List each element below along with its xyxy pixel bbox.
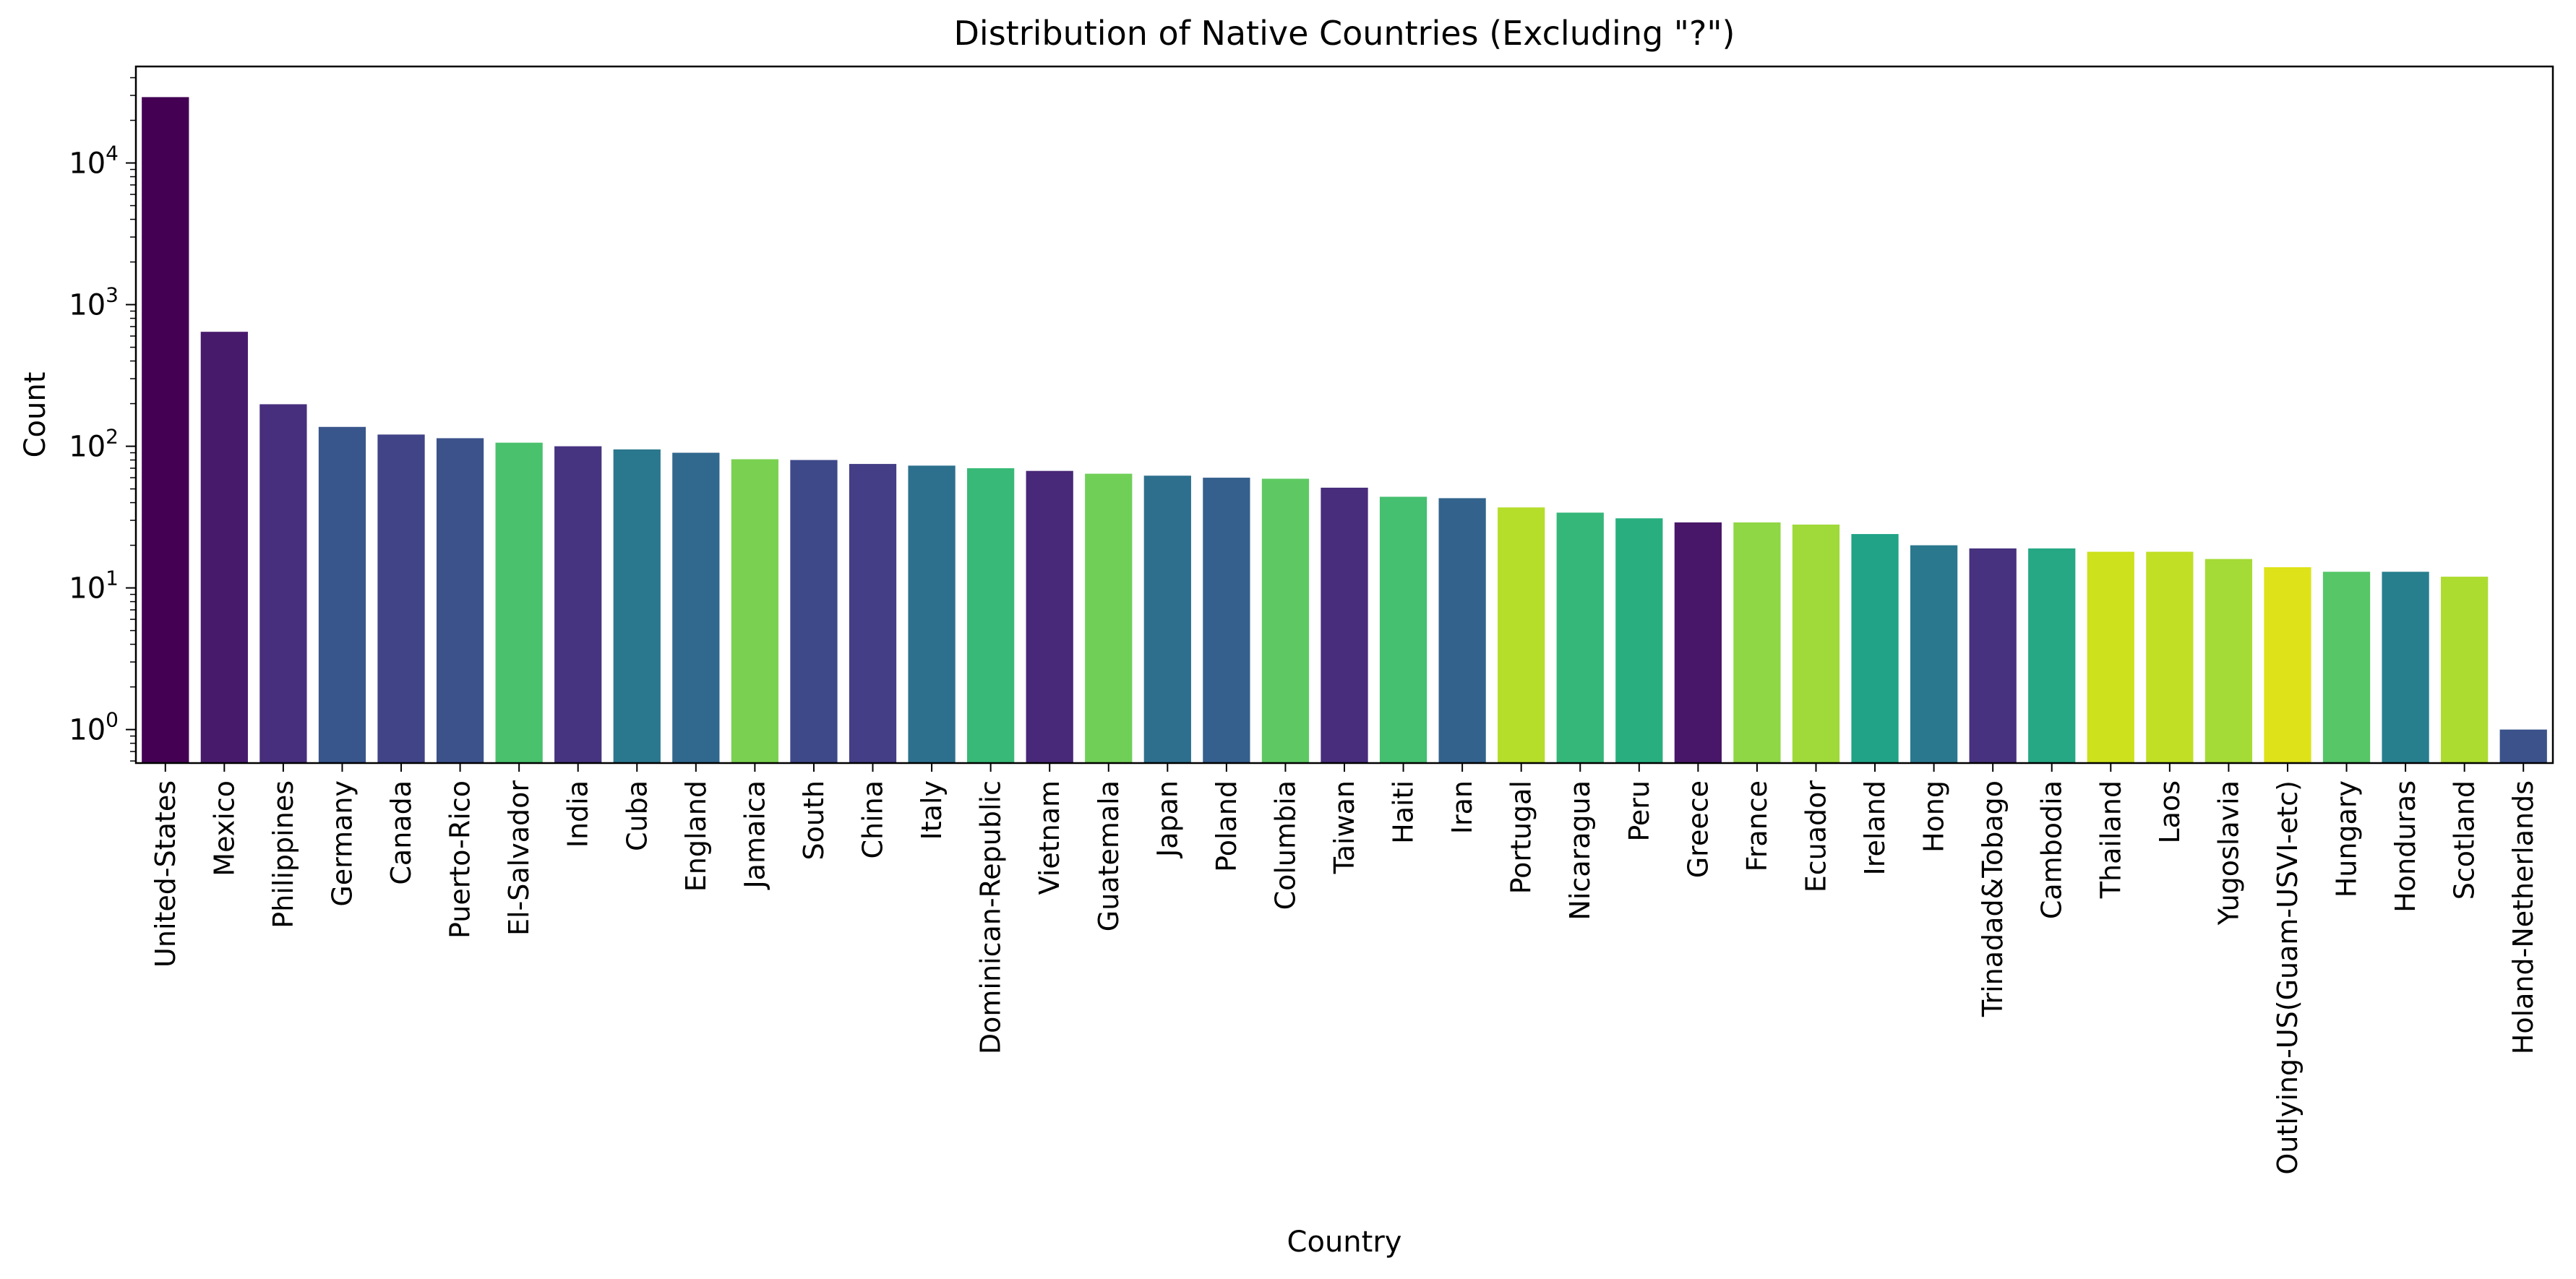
x-tick-label: Italy <box>916 780 948 840</box>
bar-nicaragua <box>1556 512 1604 763</box>
y-axis-label: Count <box>19 372 52 458</box>
x-tick-label: Portugal <box>1506 780 1537 894</box>
y-tick-label: 102 <box>69 425 119 464</box>
x-axis-label: Country <box>1287 1226 1402 1259</box>
x-tick-label: Puerto-Rico <box>445 780 476 939</box>
bar-columbia <box>1261 478 1310 763</box>
bar-el-salvador <box>495 442 543 763</box>
bar-ireland <box>1851 534 1899 763</box>
x-tick-label: Taiwan <box>1328 780 1360 874</box>
x-tick-label: England <box>680 780 712 892</box>
bar-yugoslavia <box>2204 559 2253 763</box>
bar-trinadad-tobago <box>1969 548 2017 763</box>
bar-china <box>849 464 897 763</box>
x-tick-label: Hong <box>1918 780 1950 853</box>
bar-mexico <box>200 332 248 763</box>
bar-laos <box>2146 551 2194 763</box>
y-tick-label: 104 <box>69 142 119 181</box>
x-tick-label: Iran <box>1446 780 1478 834</box>
x-tick-label: Yugoslavia <box>2212 780 2244 926</box>
bar-iran <box>1438 498 1486 763</box>
bar-haiti <box>1379 496 1427 763</box>
bar-jamaica <box>731 459 779 763</box>
bar-england <box>672 452 720 763</box>
x-tick-label: Peru <box>1623 780 1655 842</box>
x-tick-label: Honduras <box>2390 780 2421 913</box>
x-tick-label: Nicaragua <box>1564 780 1596 921</box>
x-tick-label: Ireland <box>1859 780 1891 875</box>
bar-italy <box>908 465 956 763</box>
x-tick-label: Cuba <box>621 780 653 851</box>
bar-holand-netherlands <box>2499 729 2547 763</box>
x-tick-label: South <box>798 780 830 860</box>
bar-hong <box>1910 545 1958 763</box>
bar-vietnam <box>1026 470 1073 763</box>
x-tick-label: India <box>562 780 594 848</box>
x-tick-label: Guatemala <box>1093 780 1125 931</box>
x-axis: United-States Mexico Philippines Germany Can… <box>150 763 2539 1175</box>
x-tick-label: Ecuador <box>1800 780 1832 893</box>
bar-south <box>790 460 838 763</box>
bar-ecuador <box>1792 524 1840 763</box>
y-axis: 100 101 102 103 104 <box>69 77 136 762</box>
x-tick-label: Holand-Netherlands <box>2507 780 2539 1054</box>
bar-poland <box>1203 478 1250 763</box>
bar-dominican-republic <box>967 468 1015 763</box>
bar-cuba <box>613 449 661 763</box>
x-tick-label: Trinadad&Tobago <box>1977 780 2009 1017</box>
y-tick-label: 103 <box>69 283 119 322</box>
bar-series <box>142 97 2547 763</box>
x-tick-label: Cambodia <box>2036 780 2068 919</box>
x-tick-label: Germany <box>326 780 358 907</box>
x-tick-label: Philippines <box>267 780 299 929</box>
bar-india <box>554 446 602 763</box>
bar-outlying-us-guam-usvi-etc- <box>2264 567 2311 763</box>
bar-greece <box>1674 522 1722 763</box>
bar-thailand <box>2087 551 2134 763</box>
plot-frame <box>134 65 2554 765</box>
x-tick-label: Japan <box>1151 780 1183 858</box>
x-tick-label: Haiti <box>1388 780 1420 844</box>
bar-canada <box>377 434 425 763</box>
bar-puerto-rico <box>436 438 484 763</box>
x-tick-label: Columbia <box>1269 780 1301 910</box>
x-tick-label: China <box>857 780 889 859</box>
x-tick-label: France <box>1741 780 1773 871</box>
bar-guatemala <box>1085 473 1133 763</box>
x-tick-label: Vietnam <box>1034 780 1065 895</box>
bar-honduras <box>2382 572 2429 763</box>
x-tick-label: Canada <box>385 780 417 885</box>
bar-philippines <box>259 404 307 763</box>
x-tick-label: Scotland <box>2449 780 2481 900</box>
x-tick-label: United-States <box>150 780 181 968</box>
x-tick-label: Mexico <box>208 780 240 877</box>
bar-hungary <box>2322 572 2371 763</box>
x-tick-label: Jamaica <box>739 780 770 890</box>
bar-scotland <box>2441 577 2489 763</box>
x-tick-label: Laos <box>2154 780 2186 844</box>
bar-united-states <box>142 97 189 763</box>
bar-peru <box>1615 518 1663 763</box>
x-tick-label: Outlying-US(Guam-USVI-etc) <box>2272 780 2304 1175</box>
x-tick-label: Greece <box>1682 780 1714 878</box>
bar-portugal <box>1498 507 1545 763</box>
bar-cambodia <box>2028 548 2076 763</box>
y-tick-label: 100 <box>69 708 119 747</box>
x-tick-label: Thailand <box>2095 780 2126 899</box>
x-tick-label: Dominican-Republic <box>975 780 1007 1054</box>
x-tick-label: Hungary <box>2331 780 2363 897</box>
bar-france <box>1733 522 1781 763</box>
x-tick-label: El-Salvador <box>503 780 535 936</box>
bar-japan <box>1143 475 1191 763</box>
x-tick-label: Poland <box>1211 780 1242 872</box>
bar-germany <box>318 426 366 763</box>
bar-taiwan <box>1321 487 1368 763</box>
chart-title: Distribution of Native Countries (Exclud… <box>954 14 1735 53</box>
y-tick-label: 101 <box>69 567 119 606</box>
